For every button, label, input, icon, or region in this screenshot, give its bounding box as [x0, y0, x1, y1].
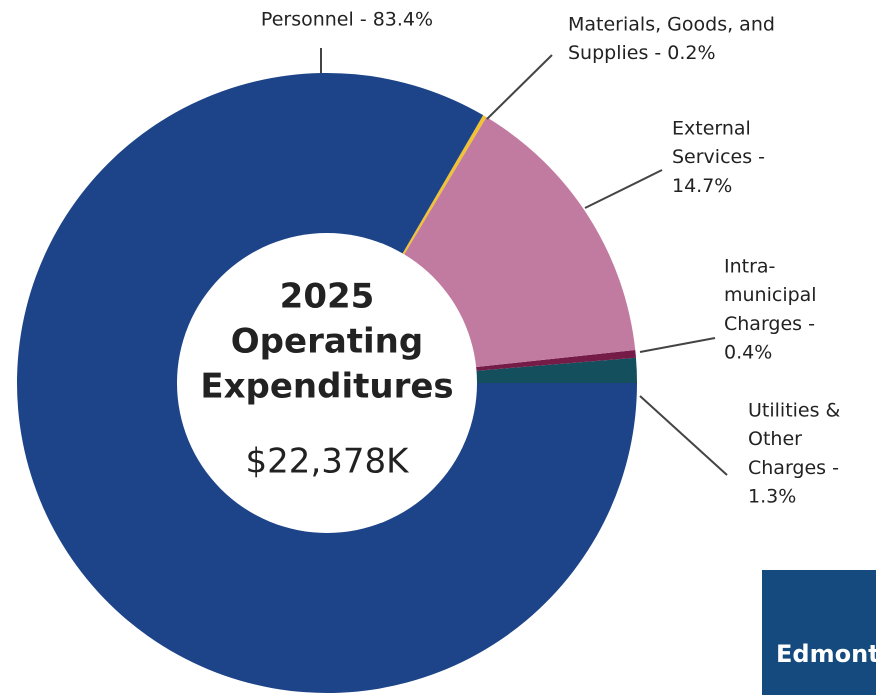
logo: Edmonton: [762, 570, 876, 695]
slice-label: municipal: [724, 284, 817, 306]
slice-label: Charges -: [748, 457, 839, 479]
slice-label: Materials, Goods, and: [568, 14, 775, 36]
slice-label: 0.4%: [724, 342, 772, 364]
slice-label: External: [672, 118, 751, 140]
center-title: Expenditures: [200, 367, 453, 407]
slice-label: Personnel - 83.4%: [261, 9, 433, 31]
slice-label: Utilities &: [748, 400, 841, 422]
logo-text: Edmonton: [776, 640, 876, 668]
slice-label: Services -: [672, 146, 765, 168]
slice-label: 14.7%: [672, 175, 732, 197]
slice-label: Intra-: [724, 256, 775, 278]
center-title: Operating: [231, 322, 423, 362]
center-total: $22,378K: [246, 442, 411, 482]
slice-label: 1.3%: [748, 486, 796, 508]
slice-label: Supplies - 0.2%: [568, 42, 716, 64]
leader-line: [639, 337, 716, 353]
leader-line: [486, 54, 553, 120]
leader-line: [584, 169, 663, 209]
leader-line: [639, 395, 728, 476]
donut-hole: [177, 233, 477, 533]
slice-label: Other: [748, 428, 802, 450]
slice-label: Charges -: [724, 313, 815, 335]
center-title: 2025: [280, 277, 375, 317]
logo-box: [762, 570, 876, 695]
